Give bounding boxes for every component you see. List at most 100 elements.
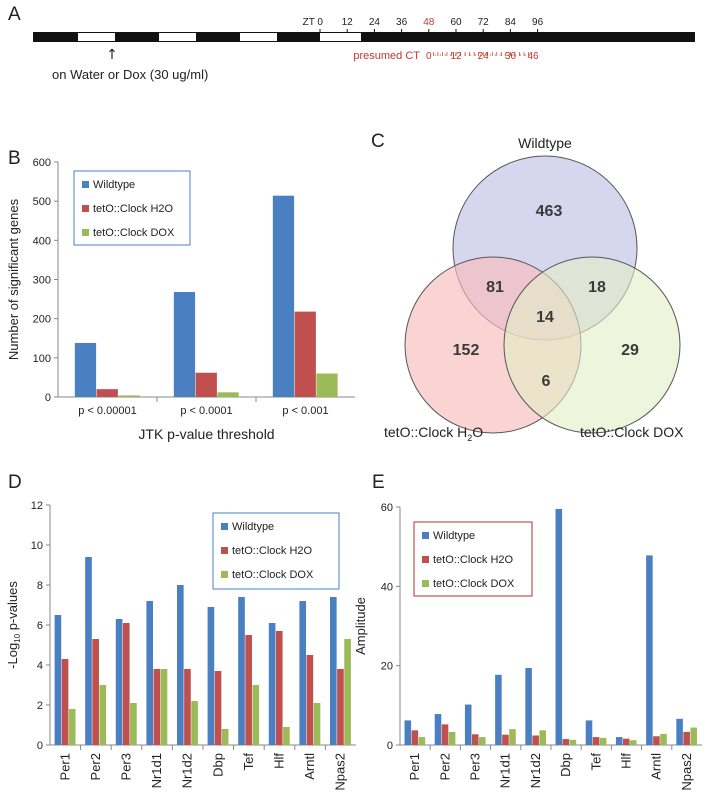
ct-axis: 0 12 24 36 46 [426, 51, 539, 62]
bar [653, 736, 660, 745]
y-tick-label: 0 [45, 392, 51, 404]
bar [96, 389, 118, 397]
bar [615, 737, 623, 745]
x-tick-label: Per2 [88, 753, 103, 780]
x-tick-label: Tef [241, 753, 256, 771]
bar [184, 669, 191, 745]
venn-label-h2o: tetO::Clock H2O [384, 424, 483, 443]
bar [585, 720, 593, 745]
y-tick-label: 40 [381, 581, 393, 593]
panel-label-d: D [8, 472, 22, 493]
legend-swatch [422, 580, 429, 587]
bar [316, 373, 338, 397]
bar [195, 372, 217, 397]
bar [646, 555, 653, 745]
y-tick-label: 500 [33, 196, 51, 208]
bar [630, 740, 637, 745]
y-tick-label: 12 [31, 500, 43, 512]
bar [207, 607, 215, 745]
bar [299, 601, 307, 745]
ct-tick-label: 36 [505, 51, 517, 62]
bar [92, 639, 99, 745]
legend-entry: tetO::Clock H2O [433, 554, 514, 566]
ct-tick-label: 24 [478, 51, 490, 62]
x-tick-label: p < 0.0001 [180, 405, 232, 417]
bar [683, 731, 690, 745]
bar [495, 674, 502, 745]
bar [245, 635, 252, 745]
venn-diagram: 463 152 29 81 18 14 6 Wildtype tetO::Clo… [384, 135, 684, 443]
x-tick-label: p < 0.00001 [78, 405, 136, 417]
legend-swatch [221, 523, 228, 530]
legend-entry: tetO::Clock H2O [93, 203, 174, 215]
bar [283, 727, 290, 745]
bar [252, 685, 260, 745]
y-tick-label: 200 [33, 314, 51, 326]
bar [404, 720, 412, 745]
x-tick-label: Tef [588, 753, 603, 771]
bar [555, 508, 563, 745]
x-tick-label: Dbp [558, 753, 573, 777]
venn-circle-dox [503, 256, 681, 434]
zt-tick-label: 60 [450, 17, 462, 28]
bar [660, 733, 667, 745]
x-tick-label: Per1 [57, 753, 72, 780]
dark-bar [33, 32, 695, 42]
light-period-1 [78, 33, 115, 41]
panel-label-a: A [8, 4, 21, 25]
x-tick-label: Per3 [119, 753, 134, 780]
legend-swatch [221, 571, 228, 578]
legend-entry: tetO::Clock DOX [433, 578, 515, 590]
bar [118, 395, 140, 397]
bar [418, 737, 426, 745]
y-axis-label: Number of significant genes [6, 198, 21, 360]
bar [268, 623, 276, 745]
bar [434, 714, 442, 745]
bar [532, 735, 539, 745]
bar [217, 392, 239, 397]
bar [146, 601, 154, 745]
legend-swatch [221, 547, 228, 554]
zt-tick-label: 84 [505, 17, 517, 28]
bar [272, 195, 295, 397]
bar [676, 718, 683, 745]
y-tick-label: 100 [33, 353, 51, 365]
bar [525, 668, 532, 745]
ct-tick-label: 12 [450, 51, 462, 62]
zt-axis: ZT 0 12 24 36 48 60 72 84 96 [303, 17, 544, 32]
zt-tick-label: 96 [532, 17, 544, 28]
x-tick-label: Arntl [302, 753, 317, 780]
legend-swatch [82, 181, 89, 188]
zt-tick-label: 72 [478, 17, 490, 28]
zt-tick-label: 48 [423, 17, 435, 28]
y-tick-label: 0 [387, 740, 393, 752]
chart-b: 0 100 200 300 400 500 600 p < 0.00001 p < 0.0001… [6, 157, 355, 442]
bar [191, 701, 198, 745]
y-tick-label: 4 [37, 660, 43, 672]
y-tick-label: 60 [381, 502, 393, 514]
bar [85, 557, 92, 745]
legend-swatch [422, 556, 429, 563]
bar [294, 311, 316, 397]
zt-tick-label: 12 [342, 17, 354, 28]
legend-entry: Wildtype [232, 521, 274, 533]
bar [690, 727, 697, 745]
x-tick-label: Hlf [272, 753, 287, 769]
bar [329, 597, 337, 745]
venn-count-wt-h2o: 81 [486, 279, 504, 296]
y-tick-label: 300 [33, 275, 51, 287]
y-tick-label: 0 [37, 740, 43, 752]
x-tick-label: p < 0.001 [282, 405, 328, 417]
chart-e: 0 20 40 60 Per1 Per2 Per3 Nr1d1 Nr1d2 Dbp Tef Hlf Ar… [353, 502, 702, 791]
y-axis-label: Amplitude [353, 597, 368, 655]
y-tick-label: 600 [33, 157, 51, 169]
legend-box [212, 512, 340, 590]
legend-swatch [82, 229, 89, 236]
bar [176, 585, 184, 745]
bar [74, 342, 97, 397]
venn-count-h2o-dox: 6 [542, 373, 551, 390]
lightdark-bar [33, 32, 695, 42]
bar [214, 671, 222, 745]
